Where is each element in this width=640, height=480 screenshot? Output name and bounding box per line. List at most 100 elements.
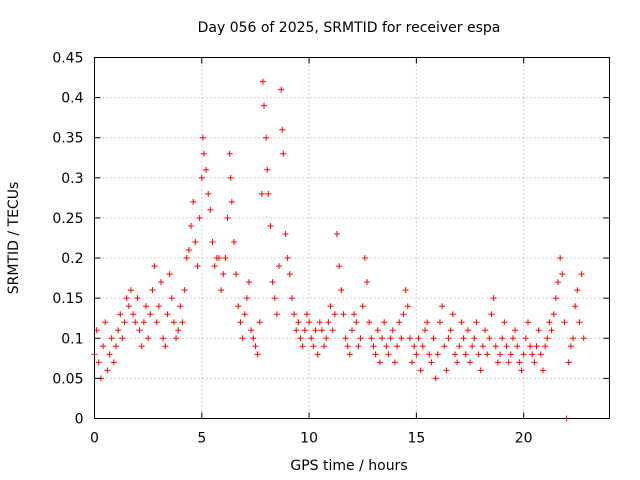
data-point bbox=[239, 335, 246, 342]
data-point bbox=[497, 351, 504, 358]
data-point bbox=[233, 271, 240, 278]
data-point bbox=[439, 303, 446, 310]
data-point bbox=[286, 271, 293, 278]
data-point bbox=[507, 351, 514, 358]
data-point bbox=[376, 359, 383, 366]
data-point bbox=[342, 335, 349, 342]
data-point bbox=[108, 335, 115, 342]
data-point bbox=[276, 263, 283, 270]
data-point bbox=[149, 287, 156, 294]
data-point bbox=[424, 319, 431, 326]
data-point bbox=[477, 367, 484, 374]
data-point bbox=[220, 271, 227, 278]
data-point bbox=[104, 367, 111, 374]
data-point bbox=[421, 327, 428, 334]
data-point bbox=[228, 198, 235, 205]
data-point bbox=[370, 343, 377, 350]
data-point bbox=[546, 319, 553, 326]
data-point bbox=[368, 335, 375, 342]
data-point bbox=[100, 343, 107, 350]
data-point bbox=[364, 279, 371, 286]
data-point bbox=[542, 343, 549, 350]
data-point bbox=[535, 327, 542, 334]
data-point bbox=[173, 335, 180, 342]
x-tick-label: 0 bbox=[90, 431, 99, 447]
y-axis-label: SRMTID / TECUs bbox=[6, 182, 22, 295]
data-point bbox=[473, 319, 480, 326]
data-point bbox=[441, 343, 448, 350]
data-point bbox=[215, 255, 222, 262]
data-point bbox=[449, 311, 456, 318]
data-point bbox=[175, 327, 182, 334]
data-point bbox=[301, 327, 308, 334]
data-point bbox=[531, 359, 538, 366]
data-point bbox=[518, 367, 525, 374]
data-point bbox=[445, 335, 452, 342]
data-point bbox=[409, 359, 416, 366]
data-point bbox=[224, 214, 231, 221]
data-point bbox=[426, 351, 433, 358]
data-point bbox=[456, 343, 463, 350]
y-tick-label: 0.15 bbox=[52, 291, 83, 307]
data-point bbox=[340, 311, 347, 318]
y-tick-label: 0.1 bbox=[61, 331, 83, 347]
data-point bbox=[288, 295, 295, 302]
data-point bbox=[385, 351, 392, 358]
data-point bbox=[331, 311, 338, 318]
x-tick-label: 15 bbox=[407, 431, 425, 447]
data-point bbox=[323, 335, 330, 342]
data-point bbox=[336, 263, 343, 270]
data-point bbox=[544, 335, 551, 342]
data-point bbox=[428, 359, 435, 366]
data-point bbox=[166, 271, 173, 278]
data-point bbox=[488, 311, 495, 318]
data-point bbox=[264, 166, 271, 173]
data-point bbox=[252, 343, 259, 350]
y-tick-label: 0.3 bbox=[61, 171, 83, 187]
data-point bbox=[318, 327, 325, 334]
data-point bbox=[353, 319, 360, 326]
y-tick-label: 0.45 bbox=[52, 51, 83, 67]
data-point bbox=[200, 150, 207, 157]
data-point bbox=[398, 335, 405, 342]
data-point bbox=[314, 351, 321, 358]
data-point bbox=[207, 206, 214, 213]
data-point bbox=[379, 335, 386, 342]
data-point bbox=[329, 327, 336, 334]
data-point bbox=[458, 319, 465, 326]
data-point bbox=[576, 319, 583, 326]
data-point bbox=[522, 335, 529, 342]
data-point bbox=[291, 311, 298, 318]
data-point bbox=[185, 247, 192, 254]
data-point bbox=[346, 351, 353, 358]
data-point bbox=[539, 367, 546, 374]
data-point bbox=[203, 166, 210, 173]
data-point bbox=[164, 311, 171, 318]
data-point bbox=[158, 279, 165, 286]
data-point bbox=[471, 335, 478, 342]
plot-frame bbox=[94, 57, 610, 419]
data-point bbox=[271, 295, 278, 302]
y-tick-label: 0 bbox=[75, 412, 84, 428]
data-point bbox=[293, 327, 300, 334]
data-point bbox=[574, 287, 581, 294]
data-point bbox=[190, 198, 197, 205]
data-point bbox=[550, 311, 557, 318]
data-point bbox=[194, 263, 201, 270]
y-tick-label: 0.25 bbox=[52, 211, 83, 227]
tick-layer bbox=[94, 57, 610, 419]
data-point bbox=[417, 367, 424, 374]
y-tick-label: 0.35 bbox=[52, 131, 83, 147]
chart-title: Day 056 of 2025, SRMTID for receiver esp… bbox=[198, 20, 501, 36]
data-point bbox=[499, 335, 506, 342]
data-point bbox=[559, 271, 566, 278]
data-point bbox=[226, 150, 233, 157]
data-point bbox=[443, 367, 450, 374]
data-point bbox=[177, 303, 184, 310]
data-point bbox=[117, 311, 124, 318]
data-point bbox=[469, 343, 476, 350]
y-tick-label: 0.2 bbox=[61, 251, 83, 267]
data-point bbox=[295, 319, 302, 326]
data-point bbox=[565, 359, 572, 366]
data-point bbox=[447, 327, 454, 334]
